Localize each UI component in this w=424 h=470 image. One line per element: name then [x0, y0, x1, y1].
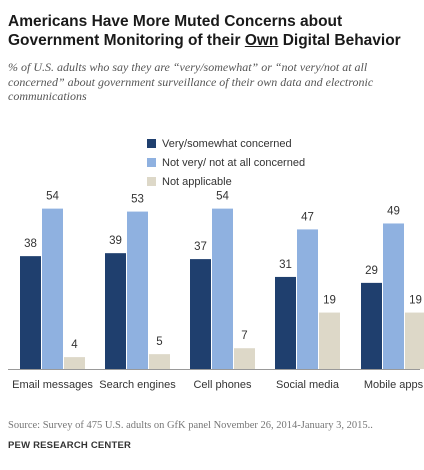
bar — [190, 259, 211, 369]
category-label: Search engines — [99, 379, 176, 391]
bar-value-label: 4 — [71, 339, 78, 351]
bar-value-label: 38 — [24, 238, 37, 250]
bar-chart: 38 54 4 Email messages 39 53 5 Search engines 37… — [8, 191, 424, 391]
legend-label: Not applicable — [162, 175, 232, 188]
bar — [127, 211, 148, 369]
legend-item-not-very: Not very/ not at all concerned — [147, 153, 305, 172]
title-text: Americans Have More Muted Concerns about… — [8, 13, 343, 49]
chart-title: Americans Have More Muted Concerns about… — [8, 12, 418, 50]
category-label: Email messages — [12, 379, 93, 391]
legend-swatch — [147, 158, 156, 167]
bar-value-label: 37 — [194, 241, 207, 253]
bar — [361, 282, 382, 369]
source-note: Source: Survey of 475 U.S. adults on GfK… — [8, 420, 373, 431]
category-label: Cell phones — [193, 379, 252, 391]
legend-label: Not very/ not at all concerned — [162, 156, 306, 169]
legend-swatch — [147, 177, 156, 186]
bar — [64, 357, 85, 369]
title-text-end: Digital Behavior — [278, 32, 401, 49]
legend-label: Very/somewhat concerned — [162, 137, 292, 150]
bar — [20, 256, 41, 369]
bar-value-label: 54 — [46, 191, 59, 203]
category-label: Mobile apps — [364, 379, 424, 391]
category-label: Social media — [276, 379, 340, 391]
bar-value-label: 7 — [241, 330, 247, 342]
bar — [297, 229, 318, 369]
bar-value-label: 49 — [387, 205, 400, 217]
bar — [383, 223, 404, 369]
bar-value-label: 47 — [301, 211, 314, 223]
bar-value-label: 53 — [131, 194, 144, 206]
legend-item-not-applicable: Not applicable — [147, 172, 305, 191]
legend-swatch — [147, 139, 156, 148]
bar — [275, 276, 296, 369]
bar-value-label: 54 — [216, 191, 229, 203]
bar — [42, 208, 63, 369]
bar — [319, 312, 340, 369]
bar — [405, 312, 424, 369]
chart-subtitle: % of U.S. adults who say they are “very/… — [8, 60, 374, 103]
legend-item-very-somewhat: Very/somewhat concerned — [147, 134, 305, 153]
legend: Very/somewhat concerned Not very/ not at… — [147, 134, 305, 191]
bar-value-label: 29 — [365, 265, 378, 277]
bar-value-label: 39 — [109, 235, 122, 247]
bar-value-label: 31 — [279, 259, 292, 271]
title-underlined-word: Own — [244, 32, 279, 49]
bar-value-label: 19 — [323, 295, 336, 307]
bar — [212, 208, 233, 369]
bar — [149, 354, 170, 369]
bar — [234, 348, 255, 369]
brand-footer: PEW RESEARCH CENTER — [8, 440, 132, 451]
bar-value-label: 19 — [409, 295, 422, 307]
bar-value-label: 5 — [156, 336, 162, 348]
bar — [105, 253, 126, 369]
